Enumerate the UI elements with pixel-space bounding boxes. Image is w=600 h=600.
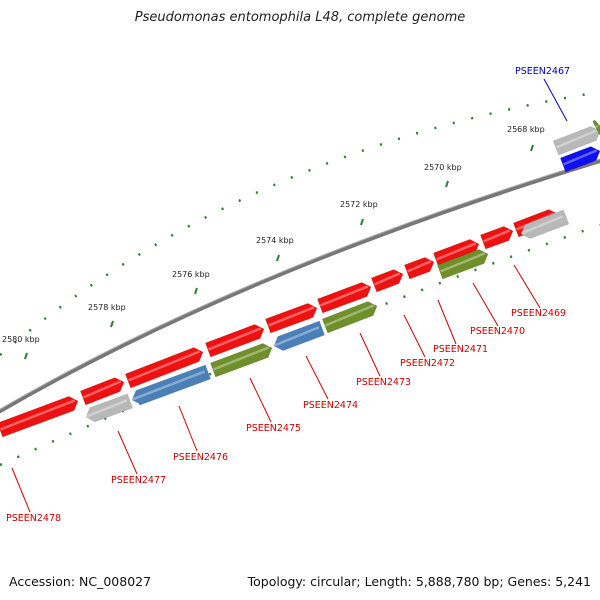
gene-label[interactable]: PSEEN2478: [6, 513, 61, 524]
gene-label[interactable]: PSEEN2475: [246, 423, 301, 434]
gene-leader-line: [513, 264, 541, 309]
kbp-major-tick: [110, 320, 114, 328]
gene-arrow[interactable]: [370, 269, 404, 293]
gene-leader-line: [249, 377, 272, 423]
gene-arrow[interactable]: [321, 301, 378, 334]
gene-label[interactable]: PSEEN2477: [111, 475, 166, 486]
kbp-major-tick: [276, 254, 280, 262]
kbp-tick-label: 2578 kbp: [88, 303, 126, 312]
gene-arrow-shine: [563, 149, 598, 166]
gene-arrow-shine: [320, 285, 369, 307]
gene-leader-line: [472, 282, 499, 327]
gene-leader-line: [305, 355, 329, 400]
gene-arrow-shine: [128, 350, 201, 382]
accession-text: Accession: NC_008027: [9, 574, 152, 589]
kbp-major-tick: [24, 352, 28, 360]
gene-arrow-shine: [436, 242, 477, 261]
gene-label[interactable]: PSEEN2476: [173, 452, 228, 463]
kbp-major-tick: [530, 144, 534, 152]
gene-arrow-shine: [521, 215, 564, 235]
gene-arrow-shine: [268, 306, 315, 327]
gene-features: [0, 119, 600, 438]
kbp-major-tick: [445, 180, 449, 188]
gene-leader-line: [11, 467, 31, 513]
kbp-tick-label: 2580 kbp: [2, 335, 40, 344]
gene-arrow[interactable]: [124, 347, 204, 389]
gene-arrow[interactable]: [85, 393, 133, 423]
gene-arrow[interactable]: [520, 209, 570, 239]
gene-arrow-shine: [440, 252, 486, 273]
gene-label[interactable]: PSEEN2472: [400, 358, 455, 369]
map-title: Pseudomonas entomophila L48, complete ge…: [134, 10, 466, 25]
gene-label[interactable]: PSEEN2473: [356, 377, 411, 388]
gene-leader-line: [543, 78, 568, 122]
gene-arrow-shine: [213, 346, 270, 371]
gene-arrow[interactable]: [210, 343, 273, 378]
gene-label[interactable]: PSEEN2474: [303, 400, 358, 411]
gene-arrow[interactable]: [317, 282, 372, 314]
gene-label[interactable]: PSEEN2471: [433, 344, 488, 355]
gene-leader-line: [359, 332, 381, 377]
gene-leader-line: [437, 299, 457, 345]
gene-arrow[interactable]: [592, 119, 600, 136]
gene-labels: PSEEN2467 PSEEN2469 PSEEN2470 PSEEN2471 PSEE…: [6, 66, 570, 524]
genome-backbone: [0, 158, 600, 414]
kbp-tick-label: 2576 kbp: [172, 270, 210, 279]
gene-arrow[interactable]: [205, 324, 265, 358]
kbp-tick-label: 2572 kbp: [340, 200, 378, 209]
kbp-tick-label: 2574 kbp: [256, 236, 294, 245]
gene-arrow[interactable]: [265, 303, 318, 334]
gene-arrow-shine: [483, 229, 511, 243]
gene-arrow-shine: [86, 399, 128, 418]
gene-arrow[interactable]: [273, 320, 325, 351]
gene-arrow[interactable]: [0, 396, 79, 438]
kbp-major-tick: [194, 287, 198, 295]
gene-leader-line: [178, 405, 198, 452]
kbp-major-tick: [360, 218, 364, 226]
gene-arrow[interactable]: [480, 226, 514, 250]
gene-arrow[interactable]: [559, 146, 600, 173]
gene-arrow-shine: [83, 380, 122, 399]
gene-arrow-shine: [556, 129, 598, 149]
kbp-scale: 2568 kbp 2570 kbp 2572 kbp 2574 kbp 2576 kbp…: [2, 125, 545, 360]
gene-label[interactable]: PSEEN2467: [515, 66, 570, 77]
kbp-tick-label: 2570 kbp: [424, 163, 462, 172]
gene-arrow-shine: [374, 272, 401, 286]
gene-arrow[interactable]: [131, 364, 211, 405]
gene-arrow-shine: [208, 327, 262, 351]
kbp-tick-label: 2568 kbp: [507, 125, 545, 134]
gene-leader-line: [117, 430, 138, 475]
gene-label[interactable]: PSEEN2469: [511, 308, 566, 319]
gene-arrow-shine: [325, 304, 375, 327]
gene-arrow[interactable]: [437, 249, 489, 280]
gene-label[interactable]: PSEEN2470: [470, 326, 525, 337]
gene-arrow[interactable]: [552, 126, 600, 156]
gene-arrow[interactable]: [404, 257, 435, 280]
gene-arrow[interactable]: [79, 377, 125, 406]
topology-summary: Topology: circular; Length: 5,888,780 bp…: [247, 574, 591, 589]
gene-arrow-shine: [132, 370, 206, 401]
gene-arrow-shine: [274, 326, 320, 347]
gene-leader-line: [403, 314, 426, 358]
genome-backbone-highlight: [0, 158, 600, 410]
gene-arrow-shine: [0, 399, 76, 431]
gene-arrow-shine: [407, 260, 432, 273]
